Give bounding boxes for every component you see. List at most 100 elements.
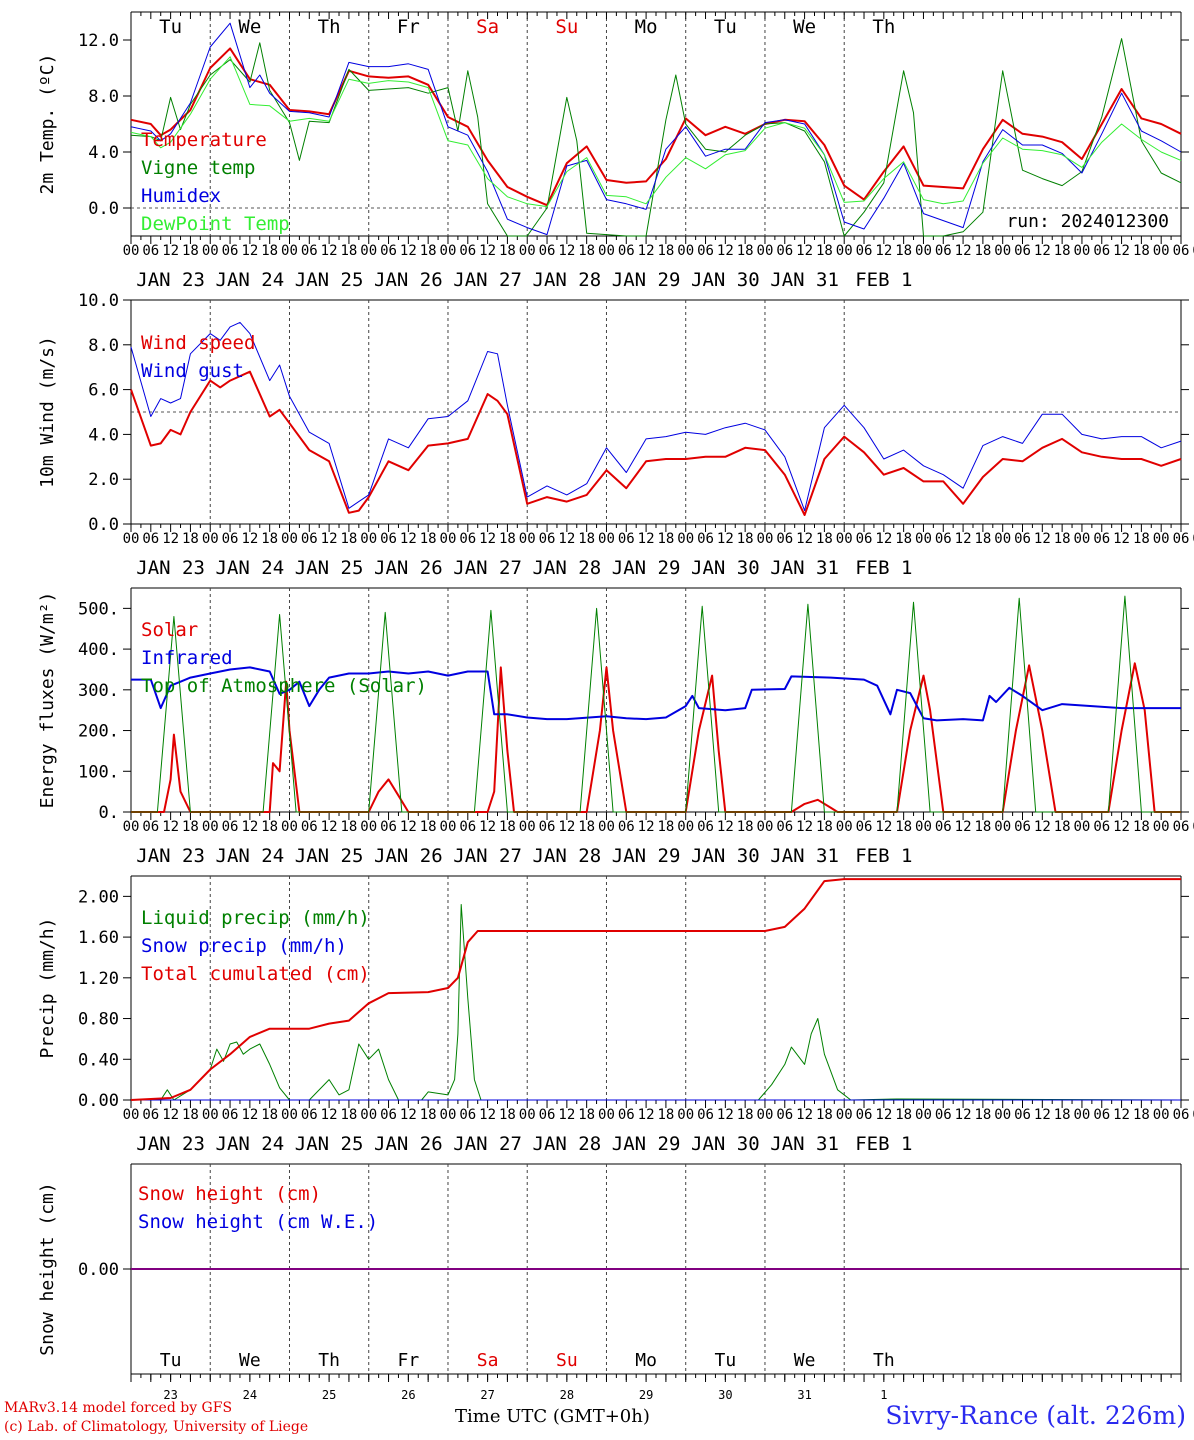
hour-tick-label: 00: [757, 531, 774, 547]
hour-tick-label: 12: [1113, 243, 1130, 259]
hour-tick-label: 00: [360, 819, 377, 835]
hour-tick-label: 18: [1054, 531, 1071, 547]
hour-tick-label: 12: [955, 1107, 972, 1123]
weekday-label-bottom: We: [239, 1350, 261, 1371]
hour-tick-label: 12: [796, 531, 813, 547]
hour-tick-label: 00: [123, 819, 140, 835]
hour-tick-label: 18: [182, 819, 199, 835]
hour-tick-label: 06: [618, 531, 635, 547]
hour-tick-label: 00: [123, 1107, 140, 1123]
hour-tick-label: 18: [261, 531, 278, 547]
day-label: JAN 23: [136, 1133, 205, 1155]
day-label: JAN 27: [453, 269, 522, 291]
weekday-label: We: [238, 16, 261, 38]
lab-credit: (c) Lab. of Climatology, University of L…: [4, 1419, 309, 1435]
day-number: 27: [480, 1388, 494, 1402]
panel-energy: 0.100.200.300.400.500.00 06 12 18 00 06 12 18 00…: [37, 587, 1194, 867]
hour-tick-label: 18: [578, 243, 595, 259]
hour-tick-label: 00: [360, 243, 377, 259]
hour-tick-label: 00: [281, 1107, 298, 1123]
hour-tick-label: 12: [717, 1107, 734, 1123]
hour-tick-label: 00: [598, 1107, 615, 1123]
hour-tick-label: 12: [955, 243, 972, 259]
day-number: 26: [401, 1388, 415, 1402]
series-line-wind-gust: [130, 321, 1182, 512]
day-number: 23: [163, 1388, 177, 1402]
day-label: JAN 26: [374, 1133, 443, 1155]
hour-tick-label: 18: [657, 531, 674, 547]
hour-tick-label: 18: [974, 819, 991, 835]
y-tick-label: 8.0: [88, 336, 119, 356]
hour-tick-label: 06: [1173, 819, 1190, 835]
hour-tick-label: 06: [1014, 1107, 1031, 1123]
hour-tick-label: 06: [380, 819, 397, 835]
hour-tick-label: 18: [420, 531, 437, 547]
hour-tick-label: 06: [697, 243, 714, 259]
panel-wind: 0.02.04.06.08.010.000 06 12 18 00 06 12 18 00 06 1…: [37, 291, 1194, 579]
hour-tick-label: 06: [618, 1107, 635, 1123]
hour-tick-label: 18: [340, 1107, 357, 1123]
hour-tick-label: 00: [281, 531, 298, 547]
day-label: FEB 1: [855, 269, 912, 291]
series-line-wind-speed: [130, 370, 1182, 516]
hour-tick-label: 12: [1034, 1107, 1051, 1123]
hour-tick-label: 06: [1014, 243, 1031, 259]
y-tick-label: 0.: [99, 803, 119, 823]
y-tick-label: 10.0: [78, 291, 119, 311]
day-label: JAN 24: [216, 845, 285, 867]
hour-tick-label: 12: [1034, 819, 1051, 835]
hour-tick-label: 18: [420, 819, 437, 835]
weekday-label-bottom: We: [794, 1350, 816, 1371]
hour-tick-label: 18: [261, 243, 278, 259]
y-axis-label: 10m Wind (m/s): [37, 336, 58, 488]
day-label: JAN 30: [691, 845, 760, 867]
day-label: JAN 24: [216, 1133, 285, 1155]
hour-tick-label: 06: [776, 819, 793, 835]
hour-tick-label: 12: [558, 819, 575, 835]
hour-tick-label: 00: [757, 1107, 774, 1123]
series-line-liquid-precip-mm-h-: [131, 904, 1182, 1101]
hour-tick-label: 06: [1093, 243, 1110, 259]
hour-tick-label: 18: [657, 819, 674, 835]
hour-tick-label: 18: [182, 243, 199, 259]
hour-tick-label: 18: [657, 243, 674, 259]
hour-tick-label: 18: [895, 243, 912, 259]
hour-tick-label: 18: [499, 243, 516, 259]
hour-tick-label: 06: [539, 1107, 556, 1123]
y-tick-label: 0.40: [78, 1050, 119, 1070]
hour-tick-label: 12: [558, 243, 575, 259]
hour-tick-label: 12: [638, 531, 655, 547]
legend-entry: DewPoint Temp: [141, 213, 290, 235]
weekday-label-bottom: Tu: [714, 1350, 736, 1371]
hour-tick-label: 06: [459, 1107, 476, 1123]
hour-tick-label: 06: [856, 1107, 873, 1123]
hour-tick-label: 00: [440, 531, 457, 547]
y-tick-label: 0.00: [78, 1091, 119, 1111]
weekday-label-bottom: Th: [318, 1350, 340, 1371]
hour-tick-label: 06: [697, 531, 714, 547]
hour-tick-label: 12: [400, 819, 417, 835]
series-line-total-cumulated-cm-: [130, 878, 1181, 1101]
hour-tick-label: 12: [479, 819, 496, 835]
hour-tick-label: 00: [360, 531, 377, 547]
day-label: JAN 29: [612, 269, 681, 291]
day-label: JAN 28: [533, 269, 602, 291]
y-tick-label: 0.0: [88, 199, 119, 219]
legend-entry: Total cumulated (cm): [141, 963, 370, 985]
hour-tick-label: 12: [321, 819, 338, 835]
weekday-label-bottom: Mo: [635, 1350, 657, 1371]
hour-tick-label: 06: [935, 531, 952, 547]
hour-tick-label: 18: [420, 1107, 437, 1123]
hour-tick-label: 00: [598, 243, 615, 259]
hour-tick-label: 06: [935, 819, 952, 835]
hour-tick-label: 12: [875, 1107, 892, 1123]
hour-tick-label: 12: [796, 1107, 813, 1123]
hour-tick-label: 18: [895, 1107, 912, 1123]
y-tick-label: 300.: [78, 681, 119, 701]
hour-tick-label: 18: [1133, 531, 1150, 547]
hour-tick-label: 12: [796, 819, 813, 835]
legend-entry: Snow height (cm W.E.): [138, 1211, 378, 1233]
day-label: FEB 1: [855, 845, 912, 867]
